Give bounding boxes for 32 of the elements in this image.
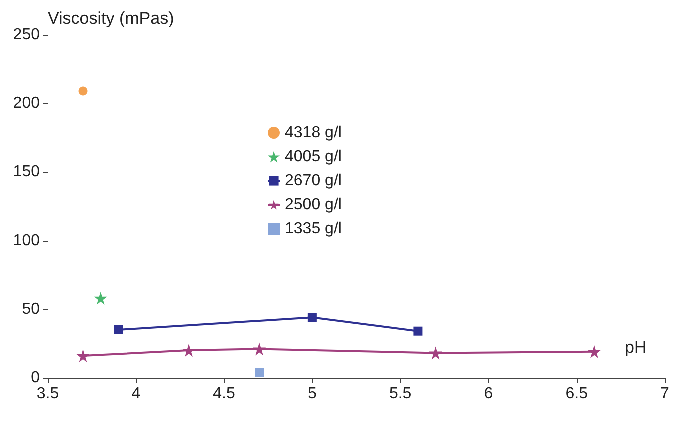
- point: [414, 326, 423, 336]
- x-tick-label: 6: [484, 386, 494, 402]
- y-tick-label: 150: [13, 164, 40, 181]
- x-tick-label: 7: [660, 386, 670, 402]
- point: [253, 342, 266, 356]
- point: [114, 325, 124, 334]
- y-tick-label: 250: [13, 26, 40, 44]
- point: [588, 345, 601, 358]
- legend-label: 2670 g/l: [285, 172, 342, 190]
- legend-label: 1335 g/l: [285, 220, 342, 238]
- point: [182, 344, 196, 358]
- y-tick-label: 50: [22, 300, 40, 318]
- y-tick-label: 100: [13, 232, 40, 250]
- point: [255, 368, 264, 378]
- x-tick-label: 5.5: [389, 386, 412, 402]
- x-tick-label: 3.5: [36, 386, 60, 402]
- x-tick-label: 6.5: [566, 386, 588, 402]
- legend-label: 4318 g/l: [285, 124, 342, 142]
- x-axis-title: pH: [625, 338, 647, 357]
- point: [78, 86, 88, 96]
- x-tick-label: 4.5: [213, 386, 236, 402]
- y-tick-label: 0: [31, 370, 40, 386]
- point: [94, 292, 108, 305]
- y-tick-label: 200: [13, 95, 40, 112]
- legend-label: 2500 g/l: [285, 196, 342, 214]
- x-tick-label: 5: [308, 386, 317, 402]
- y-axis-title: Viscosity (mPas): [48, 9, 174, 28]
- x-tick-label: 4: [132, 386, 141, 402]
- point: [76, 350, 90, 363]
- point: [308, 313, 317, 322]
- point: [429, 346, 442, 360]
- legend-label: 4005 g/l: [285, 148, 342, 166]
